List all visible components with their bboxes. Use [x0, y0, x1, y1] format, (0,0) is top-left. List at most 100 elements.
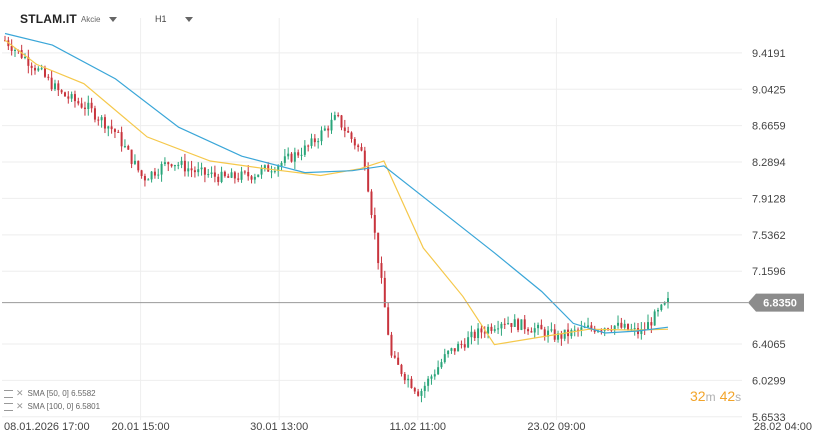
candle-body [343, 127, 346, 131]
candle-body [503, 323, 506, 325]
candle-body [87, 102, 90, 110]
candle-body [537, 324, 540, 329]
candle-body [160, 164, 163, 175]
candle-body [83, 107, 86, 110]
sma-layer [4, 32, 669, 346]
candle-body [123, 146, 126, 148]
candle-body [147, 179, 150, 181]
candle-body [523, 319, 526, 330]
candle-body [527, 329, 530, 332]
candle-body [357, 145, 360, 148]
y-tick-label: 8.6659 [752, 121, 786, 133]
candle-body [613, 325, 616, 331]
candle-body [243, 171, 246, 173]
grid-layer [2, 18, 742, 420]
candle-body [120, 132, 123, 147]
candle-body [287, 153, 290, 157]
x-tick-label: 28.02 04:00 [754, 421, 812, 433]
candle-body [300, 154, 303, 156]
y-tick-label: 7.9128 [752, 193, 786, 205]
candle-body [557, 333, 560, 340]
candle-body [363, 150, 366, 168]
timeframe-selector[interactable]: H1 [155, 10, 193, 28]
candle-body [443, 354, 446, 363]
candle-body [157, 174, 160, 176]
candle-body [107, 126, 110, 129]
candle-body [560, 333, 563, 339]
close-icon[interactable]: ✕ [16, 388, 24, 398]
candle-body [133, 160, 136, 164]
candle-body [337, 115, 340, 117]
candle-body [190, 168, 193, 171]
symbol-name: STLAM.IT [20, 12, 77, 26]
candle-body [307, 145, 310, 147]
candle-body [430, 376, 433, 379]
y-tick-label: 5.6533 [752, 412, 786, 424]
candle-body [167, 162, 170, 165]
y-tick-label: 8.2894 [752, 157, 786, 169]
candle-body [653, 311, 656, 326]
price-tag-bg [748, 293, 804, 312]
candle-body [487, 326, 490, 334]
y-tick-label: 7.1596 [752, 266, 786, 278]
candle-body [90, 102, 93, 109]
candle-body [437, 367, 440, 375]
candle-body [340, 115, 343, 128]
candle-body [60, 90, 63, 93]
candle-body [117, 131, 120, 133]
candle-body [30, 65, 33, 68]
candle-body [193, 170, 196, 173]
candle-body [263, 165, 266, 169]
candle-body [163, 162, 166, 165]
candle-body [140, 170, 143, 176]
candle-body [583, 327, 586, 329]
candle-body [473, 331, 476, 339]
candle-body [53, 83, 56, 90]
candle-body [387, 307, 390, 335]
candle-body [450, 348, 453, 351]
candle-body [323, 128, 326, 131]
candle-body [127, 146, 130, 150]
y-tick-label: 6.4065 [752, 339, 786, 351]
chevron-down-icon[interactable] [184, 16, 193, 22]
indicator-label: SMA [100, 0] 6.5801 [27, 402, 101, 411]
candle-body [70, 94, 73, 99]
candle-body [57, 83, 60, 91]
candle-body [257, 174, 260, 177]
candle-body [657, 309, 660, 312]
candle-body [580, 327, 583, 331]
candle-body [227, 176, 230, 178]
candle-body [210, 172, 213, 175]
candle-body [37, 68, 40, 71]
candle-body [520, 319, 523, 330]
close-icon[interactable]: ✕ [16, 401, 24, 411]
candle-body [270, 171, 273, 173]
candle-body [587, 325, 590, 328]
candle-body [293, 152, 296, 162]
x-tick-label: 20.01 15:00 [112, 421, 170, 433]
candle-body [433, 374, 436, 377]
candle-body [457, 343, 460, 352]
candle-body [620, 322, 623, 328]
chevron-down-icon[interactable] [108, 16, 117, 22]
indicator-settings-icon[interactable] [4, 402, 13, 411]
countdown-seconds-unit: s [735, 390, 742, 404]
candle-body [490, 326, 493, 331]
candle-body [170, 164, 173, 167]
candle-body [600, 330, 603, 332]
candle-body [347, 130, 350, 133]
candle-body [417, 391, 420, 396]
symbol-selector[interactable]: STLAM.IT Akcie [20, 10, 117, 28]
candle-body [480, 328, 483, 333]
timeframe-label: H1 [155, 14, 167, 24]
candle-countdown: 32m 42s [690, 388, 745, 404]
candle-body [317, 141, 320, 143]
candle-body [277, 166, 280, 172]
candle-body [230, 172, 233, 178]
candle-body [533, 328, 536, 333]
candle-body [13, 50, 16, 52]
candle-body [297, 152, 300, 156]
indicator-settings-icon[interactable] [4, 389, 13, 398]
